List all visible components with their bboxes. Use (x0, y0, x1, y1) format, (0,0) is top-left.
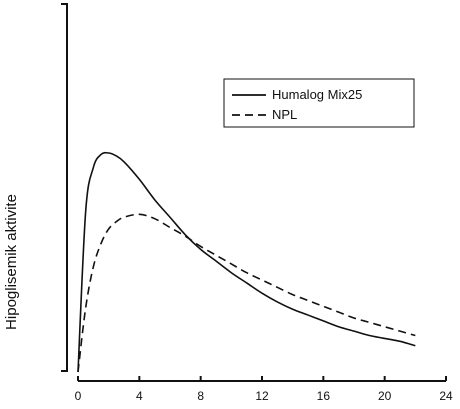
data-point-npl (115, 220, 119, 224)
data-point-npl (153, 217, 157, 221)
data-point-npl (138, 213, 142, 217)
data-point-humalog-mix25 (368, 334, 372, 338)
data-point-humalog-mix25 (306, 313, 310, 317)
data-point-npl (352, 316, 356, 320)
data-point-npl (168, 226, 172, 230)
data-point-npl (322, 305, 326, 309)
data-point-humalog-mix25 (99, 153, 103, 157)
data-point-humalog-mix25 (214, 259, 218, 263)
data-point-humalog-mix25 (138, 177, 142, 181)
x-tick-label: 4 (136, 389, 143, 403)
data-point-npl (291, 293, 295, 297)
data-point-npl (122, 215, 126, 219)
data-point-npl (199, 245, 203, 249)
data-point-npl (306, 299, 310, 303)
data-point-npl (337, 310, 341, 314)
x-tick-label: 24 (439, 389, 453, 403)
data-point-humalog-mix25 (337, 325, 341, 329)
data-point-npl (245, 271, 249, 275)
data-point-humalog-mix25 (352, 329, 356, 333)
data-point-npl (260, 278, 264, 282)
x-tick-label: 12 (255, 389, 269, 403)
data-point-npl (368, 321, 372, 325)
x-tick-label: 0 (75, 389, 82, 403)
x-tick-label: 20 (378, 389, 392, 403)
data-point-humalog-mix25 (92, 166, 96, 170)
x-tick-label: 8 (197, 389, 204, 403)
data-point-npl (214, 253, 218, 257)
data-point-humalog-mix25 (260, 291, 264, 295)
legend-box (223, 78, 415, 128)
series-line-npl (77, 213, 416, 373)
data-point-humalog-mix25 (414, 344, 418, 348)
data-point-npl (398, 329, 402, 333)
data-point-humalog-mix25 (322, 319, 326, 323)
data-point-npl (92, 265, 96, 269)
data-point-humalog-mix25 (115, 154, 119, 158)
data-point-humalog-mix25 (122, 160, 126, 164)
data-point-humalog-mix25 (383, 337, 387, 341)
data-point-npl (184, 234, 188, 238)
data-point-humalog-mix25 (398, 340, 402, 344)
data-point-humalog-mix25 (107, 151, 111, 155)
y-axis-label: Hipoglisemik aktivite (3, 194, 20, 330)
data-point-humalog-mix25 (291, 307, 295, 311)
x-ticks: 0 4 8 12 16 20 24 (75, 376, 453, 403)
data-point-humalog-mix25 (245, 281, 249, 285)
data-point-npl (276, 286, 280, 290)
legend-label-humalog-mix25: Humalog Mix25 (272, 87, 362, 102)
series-line-humalog-mix25 (77, 151, 416, 373)
data-point-humalog-mix25 (153, 198, 157, 202)
legend: Humalog Mix25 NPL (223, 78, 415, 128)
data-point-npl (76, 370, 80, 374)
data-point-npl (99, 242, 103, 246)
axes: 0 4 8 12 16 20 24 (61, 3, 453, 403)
x-tick-label: 16 (317, 389, 331, 403)
data-point-humalog-mix25 (168, 215, 172, 219)
series-layer (76, 151, 418, 374)
data-point-npl (84, 306, 88, 310)
data-point-npl (414, 334, 418, 338)
data-point-npl (107, 227, 111, 231)
data-point-humalog-mix25 (230, 271, 234, 275)
data-point-humalog-mix25 (84, 210, 88, 214)
legend-label-npl: NPL (272, 107, 297, 122)
data-point-npl (383, 325, 387, 329)
data-point-npl (230, 262, 234, 266)
data-point-humalog-mix25 (276, 300, 280, 304)
